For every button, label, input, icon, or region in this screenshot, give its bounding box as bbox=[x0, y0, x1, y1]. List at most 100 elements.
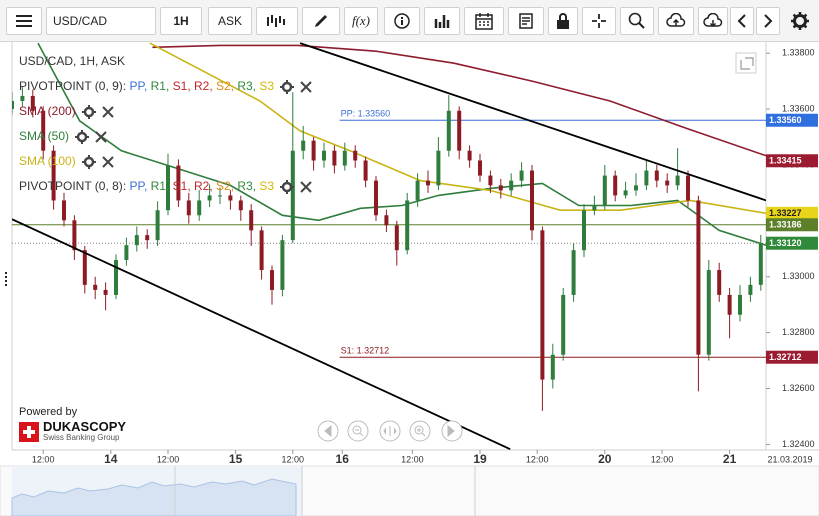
candle-body bbox=[353, 150, 358, 161]
remove-icon[interactable] bbox=[300, 180, 312, 193]
settings-button[interactable] bbox=[786, 7, 814, 35]
toolbar: USD/CAD 1H ASK f(x) bbox=[0, 0, 819, 42]
settings-icon[interactable] bbox=[81, 154, 96, 169]
y-tick-label: 1.33000 bbox=[782, 271, 815, 281]
trendline bbox=[12, 218, 511, 450]
candle-body bbox=[62, 200, 66, 221]
branding: Powered by DUKASCOPY Swiss Banking Group bbox=[19, 406, 126, 443]
news-button[interactable] bbox=[508, 7, 544, 35]
zoom-out-button[interactable] bbox=[347, 420, 369, 442]
candle-body bbox=[426, 180, 430, 186]
candle-body bbox=[550, 354, 555, 380]
price-tag-label: 1.33227 bbox=[769, 208, 802, 218]
candle-body bbox=[571, 250, 576, 295]
candle-body bbox=[592, 205, 597, 211]
indicator-part: S2, bbox=[216, 179, 238, 193]
settings-icon[interactable] bbox=[280, 79, 295, 94]
remove-icon[interactable] bbox=[95, 130, 107, 143]
indicator-part: PP, bbox=[129, 79, 151, 93]
indicator-parts: : PP, R1, S1, R2, S2, R3, S3 bbox=[123, 74, 274, 99]
remove-icon[interactable] bbox=[101, 155, 114, 168]
candle-body bbox=[311, 140, 316, 161]
brand-name: DUKASCOPY bbox=[43, 419, 127, 434]
candle-body bbox=[561, 294, 566, 355]
candle-body bbox=[488, 175, 493, 186]
chart: PP: 1.33560 S1: 1.32712 1.33800 1.33600 1.3… bbox=[0, 42, 819, 516]
candle-body bbox=[498, 185, 503, 191]
sma-line bbox=[149, 42, 766, 215]
candle-body bbox=[384, 215, 389, 226]
y-tick-label: 1.33800 bbox=[782, 48, 815, 58]
price-tag bbox=[766, 113, 818, 127]
volume-button[interactable] bbox=[424, 7, 460, 35]
prev-button[interactable] bbox=[730, 7, 754, 35]
indicator-part: S1, bbox=[172, 179, 194, 193]
candle-body bbox=[12, 100, 14, 110]
remove-icon[interactable] bbox=[101, 105, 114, 118]
indicator-part: S3 bbox=[259, 179, 275, 193]
candle-body bbox=[270, 270, 274, 290]
indicator-part: PP, bbox=[129, 179, 151, 193]
info-button[interactable] bbox=[384, 7, 420, 35]
indicator-part: S2, bbox=[216, 79, 238, 93]
settings-icon[interactable] bbox=[75, 129, 90, 144]
candle-body bbox=[93, 284, 98, 290]
candle-body bbox=[155, 210, 160, 241]
candle-body bbox=[41, 110, 46, 151]
zoom-button[interactable] bbox=[620, 7, 654, 35]
zoom-in-button[interactable] bbox=[409, 420, 431, 442]
candle-body bbox=[415, 180, 420, 201]
candle-body bbox=[207, 195, 212, 201]
candle-body bbox=[134, 235, 139, 246]
chart-type-button[interactable] bbox=[256, 7, 298, 35]
upload-button[interactable] bbox=[658, 7, 694, 35]
x-tick-label: 12:00 bbox=[282, 454, 305, 464]
sma-line bbox=[37, 42, 766, 246]
candle-body bbox=[675, 175, 680, 186]
candle-body bbox=[654, 170, 659, 181]
remove-icon[interactable] bbox=[300, 80, 312, 93]
candle-body bbox=[280, 240, 285, 290]
sma-legend: SMA (200) bbox=[19, 99, 312, 124]
next-button[interactable] bbox=[756, 7, 780, 35]
price-tag bbox=[766, 154, 818, 168]
indicators-button[interactable]: f(x) bbox=[344, 7, 378, 35]
price-tag-label: 1.33186 bbox=[769, 220, 802, 230]
candle-body bbox=[519, 170, 524, 181]
y-tick-label: 1.32800 bbox=[782, 327, 815, 337]
settings-icon[interactable] bbox=[280, 179, 295, 194]
period-button[interactable]: 1H bbox=[160, 7, 202, 35]
price-tag bbox=[766, 218, 818, 232]
crosshair-button[interactable] bbox=[582, 7, 616, 35]
candle-body bbox=[238, 200, 243, 211]
export-icon[interactable] bbox=[735, 52, 757, 74]
x-tick-label: 12:00 bbox=[32, 454, 55, 464]
candle-body bbox=[540, 230, 545, 380]
menu-button[interactable] bbox=[6, 7, 42, 35]
calendar-button[interactable] bbox=[464, 7, 504, 35]
indicator-part: R2, bbox=[194, 179, 217, 193]
indicator-part: S1, bbox=[172, 79, 194, 93]
candle-body bbox=[322, 150, 326, 161]
lock-button[interactable] bbox=[548, 7, 578, 35]
candle-body bbox=[602, 175, 607, 206]
indicator-part: R3, bbox=[237, 79, 260, 93]
draw-button[interactable] bbox=[302, 7, 340, 35]
candle-body bbox=[436, 150, 441, 186]
candle-body bbox=[613, 175, 618, 196]
candle-body bbox=[166, 165, 170, 211]
symbol-input[interactable]: USD/CAD bbox=[46, 7, 156, 35]
candle-body bbox=[582, 210, 586, 251]
indicator-part: : bbox=[122, 79, 130, 93]
candle-body bbox=[218, 195, 222, 197]
indicator-name: PIVOTPOINT (0, 9) bbox=[19, 79, 123, 93]
candle-body bbox=[20, 95, 25, 101]
symbol-label: USD/CAD, 1H, ASK bbox=[19, 54, 126, 68]
x-tick-label: 12:00 bbox=[526, 454, 549, 464]
candle-body bbox=[82, 250, 87, 285]
powered-by: Powered by bbox=[19, 406, 78, 418]
download-button[interactable] bbox=[698, 7, 728, 35]
settings-icon[interactable] bbox=[81, 104, 96, 119]
side-button[interactable]: ASK bbox=[208, 7, 252, 35]
